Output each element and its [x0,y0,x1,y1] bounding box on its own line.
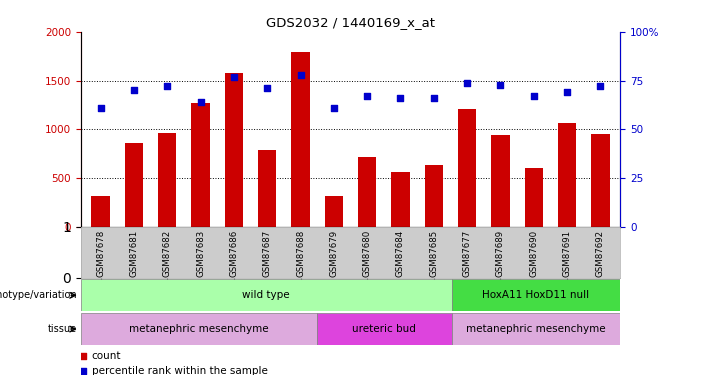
Bar [524,168,543,227]
Point [395,95,406,101]
Title: GDS2032 / 1440169_x_at: GDS2032 / 1440169_x_at [266,16,435,29]
Point [328,105,339,111]
Bar [558,123,576,227]
Bar [317,313,451,345]
Text: metanephric mesenchyme: metanephric mesenchyme [466,324,606,334]
Text: GSM87680: GSM87680 [362,230,372,277]
Text: ureteric bud: ureteric bud [353,324,416,334]
Text: GSM87687: GSM87687 [263,230,272,277]
Bar [292,53,310,227]
Text: HoxA11 HoxD11 null: HoxA11 HoxD11 null [482,290,590,300]
Bar [91,196,110,227]
Point [240,168,252,174]
Point [461,80,472,86]
Point [428,95,440,101]
Point [162,84,173,90]
Bar [458,109,476,227]
Text: GSM87683: GSM87683 [196,230,205,277]
Text: GSM87677: GSM87677 [463,230,472,277]
Text: GSM87688: GSM87688 [296,230,305,277]
Text: percentile rank within the sample: percentile rank within the sample [92,366,268,375]
Bar [325,196,343,227]
Point [95,105,107,111]
Bar [158,133,177,227]
Point [128,87,139,93]
Text: genotype/variation: genotype/variation [0,290,77,300]
Point [229,74,240,80]
Text: GSM87684: GSM87684 [396,230,405,277]
Point [562,89,573,95]
Text: count: count [92,351,121,361]
Text: GSM87686: GSM87686 [229,230,238,277]
Point [495,81,506,87]
Bar [358,157,376,227]
Point [528,93,539,99]
Bar [491,135,510,227]
Bar [391,172,409,227]
Text: GSM87692: GSM87692 [596,230,605,276]
Point [240,309,252,315]
Point [295,72,306,78]
Text: GSM87678: GSM87678 [96,230,105,277]
Text: wild type: wild type [243,290,290,300]
Text: metanephric mesenchyme: metanephric mesenchyme [129,324,268,334]
Bar [451,313,620,345]
Bar [451,279,620,311]
Bar [81,279,451,311]
Bar [225,73,243,227]
Text: GSM87685: GSM87685 [429,230,438,277]
Text: GSM87691: GSM87691 [563,230,571,276]
Bar [591,134,610,227]
Bar [258,150,276,227]
Text: GSM87682: GSM87682 [163,230,172,277]
Bar [191,103,210,227]
Point [362,93,373,99]
Text: GSM87689: GSM87689 [496,230,505,276]
Text: GSM87690: GSM87690 [529,230,538,276]
Point [261,86,273,92]
Text: tissue: tissue [48,324,77,334]
Bar [81,313,317,345]
Text: GSM87679: GSM87679 [329,230,339,276]
Point [594,84,606,90]
Bar [425,165,443,227]
Text: GSM87681: GSM87681 [130,230,138,277]
Bar [125,143,143,227]
Point [195,99,206,105]
